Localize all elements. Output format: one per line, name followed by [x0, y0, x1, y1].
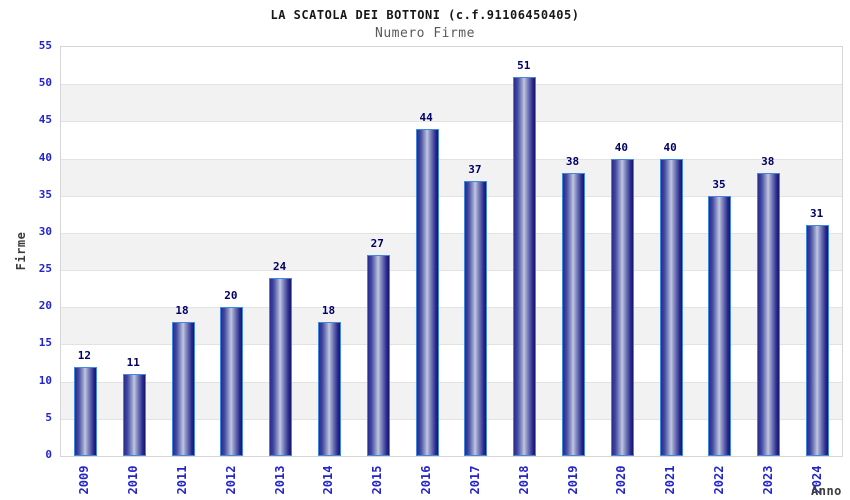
x-tick-label: 2020 — [614, 465, 629, 495]
bar — [806, 225, 830, 456]
x-tick-label: 2018 — [516, 465, 531, 495]
bar — [171, 322, 195, 456]
bar-value-label: 38 — [761, 155, 775, 169]
y-tick-label: 15 — [38, 336, 52, 350]
bar-value-label: 11 — [126, 356, 140, 370]
y-tick-label: 0 — [45, 448, 52, 461]
bar — [317, 322, 341, 456]
bar-value-label: 38 — [565, 155, 580, 169]
y-tick-label: 20 — [38, 299, 52, 313]
gridline — [61, 307, 842, 309]
y-tick-label: 25 — [38, 262, 52, 276]
bar — [415, 128, 439, 456]
x-tick-label: 2019 — [565, 465, 580, 495]
gridline — [61, 232, 842, 234]
x-tick-label: 2009 — [77, 465, 92, 495]
bar-value-label: 40 — [663, 140, 677, 154]
bar — [659, 158, 683, 456]
gridline — [61, 158, 842, 160]
grid-band — [61, 158, 842, 196]
x-tick-label: 2012 — [223, 465, 238, 495]
chart-subtitle: Numero Firme — [375, 26, 475, 41]
gridline — [61, 381, 842, 383]
y-tick-label: 40 — [38, 150, 52, 164]
bar — [610, 158, 634, 456]
bar-value-label: 12 — [77, 348, 92, 362]
x-tick-label: 2011 — [175, 465, 190, 495]
bar-value-label: 27 — [370, 237, 384, 251]
y-tick-label: 50 — [38, 76, 52, 90]
bar — [220, 307, 244, 456]
bar-value-label: 18 — [175, 304, 189, 318]
x-tick-label: 2017 — [467, 465, 482, 495]
y-tick-label: 55 — [38, 39, 52, 52]
bar — [73, 366, 97, 456]
gridline — [61, 418, 842, 420]
x-tick-label: 2010 — [126, 465, 141, 495]
gridline — [61, 84, 842, 86]
bar — [562, 173, 586, 456]
bar-value-label: 51 — [517, 58, 531, 72]
bar — [513, 76, 537, 456]
bar — [269, 277, 293, 456]
gridline — [61, 195, 842, 197]
bar-value-label: 37 — [468, 162, 482, 176]
bar — [122, 374, 146, 456]
x-tick-label: 2015 — [370, 465, 385, 495]
chart-title: LA SCATOLA DEI BOTTONI (c.f.91106450405) — [270, 8, 580, 22]
bar-value-label: 35 — [712, 177, 726, 191]
x-tick-label: 2013 — [272, 465, 287, 495]
bar-value-label: 44 — [419, 110, 433, 124]
bar — [708, 195, 732, 456]
y-tick-label: 45 — [38, 113, 52, 127]
gridline — [61, 121, 842, 123]
gridline — [61, 270, 842, 272]
bar — [757, 173, 781, 456]
bar-value-label: 20 — [224, 289, 238, 303]
bar — [366, 255, 390, 456]
gridline — [61, 344, 842, 346]
grid-band — [61, 84, 842, 122]
bar — [464, 180, 488, 456]
x-tick-label: 2021 — [663, 465, 678, 495]
bar-value-label: 31 — [809, 207, 824, 221]
y-tick-label: 35 — [38, 187, 52, 201]
x-tick-label: 2016 — [419, 465, 434, 495]
bar-value-label: 24 — [273, 259, 287, 273]
y-tick-label: 10 — [38, 373, 52, 387]
x-axis-label: Anno — [811, 484, 842, 498]
bar-value-label: 40 — [614, 140, 628, 154]
x-tick-label: 2023 — [760, 465, 775, 495]
plot-area — [60, 46, 843, 457]
x-tick-label: 2022 — [711, 465, 726, 495]
x-tick-label: 2014 — [321, 465, 336, 495]
bar-value-label: 18 — [321, 304, 336, 318]
y-tick-label: 30 — [38, 224, 52, 238]
y-tick-label: 5 — [45, 410, 52, 424]
